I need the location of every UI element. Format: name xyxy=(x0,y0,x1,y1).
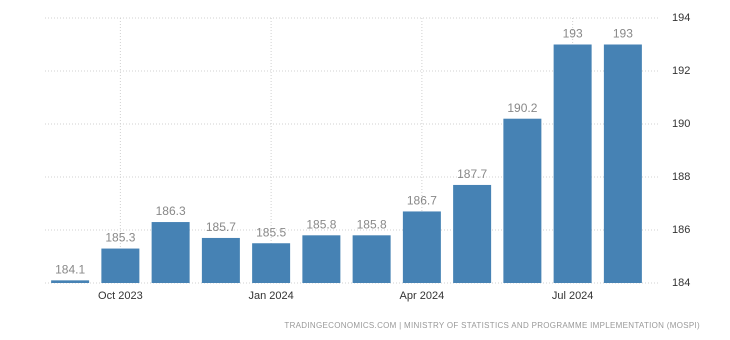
x-tick-label: Apr 2024 xyxy=(400,290,445,302)
y-tick-label: 186 xyxy=(672,224,690,236)
y-tick-label: 194 xyxy=(672,12,690,24)
bar xyxy=(352,235,391,283)
x-tick-label: Jan 2024 xyxy=(248,290,293,302)
value-label: 185.8 xyxy=(357,217,387,231)
value-label: 185.7 xyxy=(206,220,236,234)
value-label: 184.1 xyxy=(55,263,85,277)
y-tick-label: 188 xyxy=(672,171,690,183)
x-tick-label: Oct 2023 xyxy=(98,290,143,302)
y-tick-label: 192 xyxy=(672,65,690,77)
value-label: 190.2 xyxy=(507,101,537,115)
bar xyxy=(302,235,341,283)
bar xyxy=(51,280,90,283)
bar xyxy=(201,237,240,283)
y-tick-label: 184 xyxy=(672,277,690,289)
bar xyxy=(603,44,642,283)
bar xyxy=(503,118,542,283)
bar xyxy=(151,222,190,283)
y-tick-label: 190 xyxy=(672,118,690,130)
value-label: 186.7 xyxy=(407,194,437,208)
value-label: 187.7 xyxy=(457,167,487,181)
bar xyxy=(402,211,441,283)
value-label: 193 xyxy=(563,27,583,41)
bar xyxy=(453,184,492,283)
value-label: 185.3 xyxy=(105,231,135,245)
value-label: 185.8 xyxy=(306,217,336,231)
value-label: 186.3 xyxy=(156,204,186,218)
bar xyxy=(553,44,592,283)
bar xyxy=(101,248,140,283)
source-note: TRADINGECONOMICS.COM | MINISTRY OF STATI… xyxy=(284,321,700,330)
x-tick-label: Jul 2024 xyxy=(552,290,594,302)
bar xyxy=(252,243,291,283)
value-label: 193 xyxy=(613,27,633,41)
value-label: 185.5 xyxy=(256,225,286,239)
